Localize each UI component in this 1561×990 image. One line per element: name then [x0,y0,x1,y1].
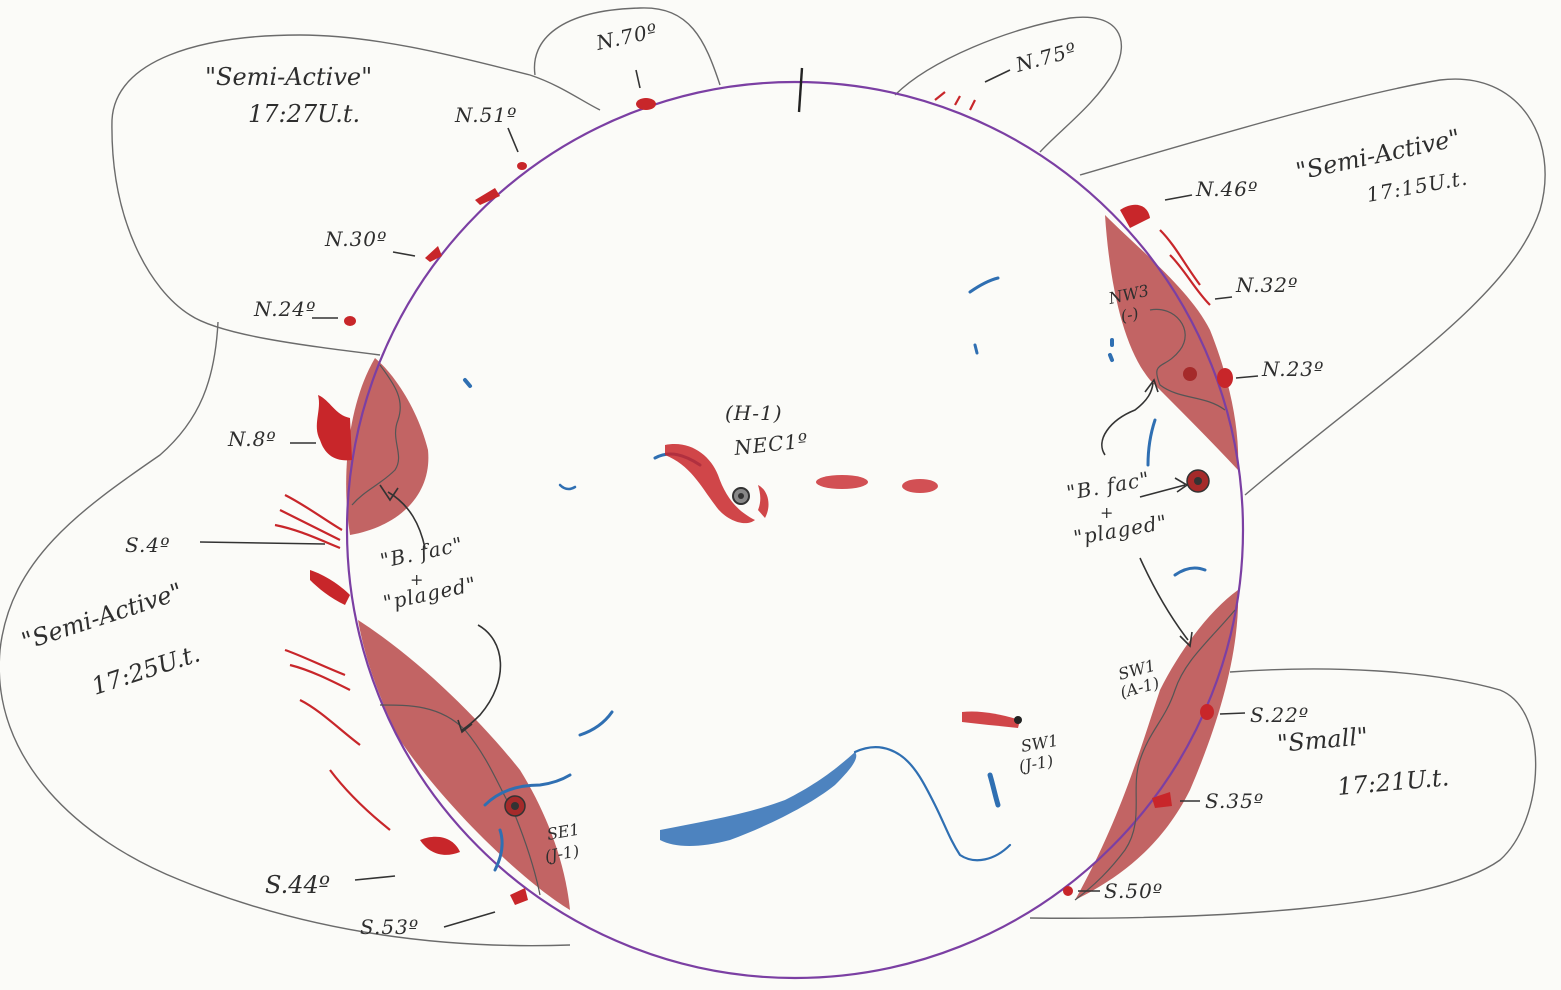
label-n30: N.30º [324,227,387,251]
zone-outline-top-right [895,17,1121,152]
region-sw1-lower-line1: SW1 [1019,731,1059,756]
filament-west-low [1175,568,1205,575]
filament-long-south [660,752,856,846]
zone-left-line1: "Semi-Active" [18,577,186,655]
filament-nw-dots [1110,340,1112,360]
prominence-n8 [317,395,352,460]
region-center-line2: NEC1º [732,428,810,460]
label-s50: S.50º [1104,879,1163,903]
note-right-line3: "plaged" [1072,510,1170,550]
label-s4: S.4º [125,533,170,557]
leader-s44 [355,876,395,880]
label-s44: S.44º [265,871,330,899]
leader-n30 [393,252,415,256]
plage-notes: "B. fac" + "plaged" "B. fac" + "plaged" [378,467,1169,615]
center-region-red-right [758,485,769,518]
label-n8: N.8º [227,427,277,451]
sunspot-nw3 [1183,367,1197,381]
zone-top-left-line1: "Semi-Active" [205,63,372,91]
prominence-n30 [425,246,442,262]
leader-n32 [1215,297,1232,299]
filament-sw-cluster [990,775,998,805]
leader-s53 [444,912,495,927]
leader-n23 [1236,376,1258,378]
label-s53: S.53º [360,915,419,939]
zone-left-line2: 17:25U.t. [88,639,203,700]
zone-bottom-right-line1: "Small" [1276,722,1369,758]
region-center-line1: (H-1) [725,401,783,425]
label-n24: N.24º [253,297,316,321]
disk-plage-2 [902,479,938,493]
filament-west [1148,420,1155,465]
prominence-n24 [344,316,356,326]
prominence-n51b [475,188,500,205]
plage-west-lower [1075,590,1238,900]
north-pole-tick [799,68,802,112]
prominence-s50 [1063,886,1073,896]
sunspot-center-umbra [738,493,744,499]
filament-north-center [970,278,998,292]
leader-n70 [636,70,640,88]
label-n46: N.46º [1195,177,1258,201]
sunspot-se1-umbra [511,802,519,810]
leader-s4 [200,542,325,544]
region-se1-line1: SE1 [545,820,581,844]
disk-plage-bits [505,367,1209,816]
filament-south-wave [855,747,1010,860]
filament-east-arc [560,485,575,489]
region-labels: (H-1) NEC1º NW3 (-) SW1 (A-1) SW1 (J-1) … [543,281,1161,866]
filament-se [580,712,612,735]
plage-east-lower [358,620,570,910]
sunspot-west-umbra [1194,477,1202,485]
prominence-s53 [510,888,528,905]
prominence-n51 [517,162,527,170]
prominence-east-mid [310,570,350,605]
leader-n51 [508,128,518,152]
label-n23: N.23º [1261,357,1324,381]
sunspot-sw1 [1014,716,1022,724]
leader-s22 [1220,713,1245,714]
zone-top-right-line2: 17:15U.t. [1365,166,1470,207]
note-left-line3: "plaged" [381,572,479,615]
prominence-s4 [275,495,342,548]
note-right-line1: "B. fac" [1065,467,1152,505]
prominence-s22 [1200,704,1214,720]
label-n70: N.70º [593,18,660,55]
disk-plage-sw [962,711,1020,728]
leader-n75 [985,70,1010,82]
label-s22: S.22º [1250,703,1309,727]
zone-top-left-line2: 17:27U.t. [248,100,360,128]
disk-plage-1 [816,475,868,489]
prominence-s44 [420,837,460,855]
plage-east-upper [346,358,428,535]
filament-east-small [465,380,470,386]
leader-n46 [1165,195,1192,200]
prominence-n70 [636,98,656,110]
label-n51: N.51º [454,103,517,127]
filaments [465,278,1205,870]
label-s35: S.35º [1205,789,1264,813]
label-n75: N.75º [1012,37,1079,77]
plage-west-upper [1105,215,1238,470]
label-n32: N.32º [1235,273,1298,297]
zone-bottom-right-line2: 17:21U.t. [1336,763,1450,801]
prominence-n46 [1120,205,1150,228]
prominence-n23 [1217,368,1233,388]
filament-small-1 [975,345,977,353]
